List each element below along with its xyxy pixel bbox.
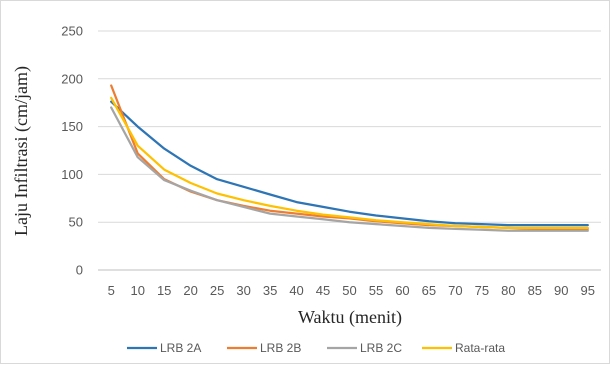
legend-label: LRB 2C (360, 341, 402, 355)
y-tick-label: 50 (69, 215, 83, 230)
legend: LRB 2A LRB 2B LRB 2C Rata-rata (127, 341, 505, 355)
series-line-rata-rata (110, 96, 589, 230)
series-line-lrb-2a (110, 100, 589, 227)
x-tick-label: 95 (581, 283, 595, 298)
x-tick-label: 15 (157, 283, 171, 298)
series-lines (110, 84, 589, 232)
y-tick-label: 100 (61, 167, 83, 182)
x-tick-label: 55 (369, 283, 383, 298)
legend-item-lrb-2a: LRB 2A (127, 341, 201, 355)
x-tick-label: 25 (210, 283, 224, 298)
x-tick-label: 50 (342, 283, 356, 298)
x-tick-label: 70 (448, 283, 462, 298)
x-tick-label: 80 (501, 283, 515, 298)
gridlines (98, 30, 601, 271)
x-axis-ticks: 5 10 15 20 25 30 35 40 45 50 55 60 65 70 75 80 85 90 95 (108, 283, 595, 298)
x-tick-label: 5 (108, 283, 115, 298)
legend-item-lrb-2b: LRB 2B (227, 341, 301, 355)
x-tick-label: 90 (554, 283, 568, 298)
y-tick-label: 0 (76, 263, 83, 278)
x-tick-label: 30 (236, 283, 250, 298)
legend-item-lrb-2c: LRB 2C (327, 341, 402, 355)
x-tick-label: 40 (289, 283, 303, 298)
legend-item-rata-rata: Rata-rata (422, 341, 505, 355)
x-axis-title: Waktu (menit) (298, 307, 402, 328)
x-tick-label: 85 (528, 283, 542, 298)
y-tick-label: 200 (61, 71, 83, 86)
legend-label: LRB 2A (160, 341, 201, 355)
series-line-lrb-2b (110, 84, 589, 231)
x-tick-label: 20 (183, 283, 197, 298)
x-tick-label: 60 (395, 283, 409, 298)
y-tick-label: 250 (61, 24, 83, 39)
y-tick-label: 150 (61, 119, 83, 134)
x-tick-label: 35 (263, 283, 277, 298)
series-line-lrb-2c (110, 106, 589, 232)
legend-label: Rata-rata (455, 341, 505, 355)
y-axis-title: Laju Infiltrasi (cm/jam) (11, 66, 32, 236)
x-tick-label: 10 (130, 283, 144, 298)
legend-label: LRB 2B (260, 341, 301, 355)
y-axis-ticks: 0 50 100 150 200 250 (61, 24, 83, 278)
x-tick-label: 45 (316, 283, 330, 298)
x-tick-label: 65 (422, 283, 436, 298)
x-tick-label: 75 (475, 283, 489, 298)
